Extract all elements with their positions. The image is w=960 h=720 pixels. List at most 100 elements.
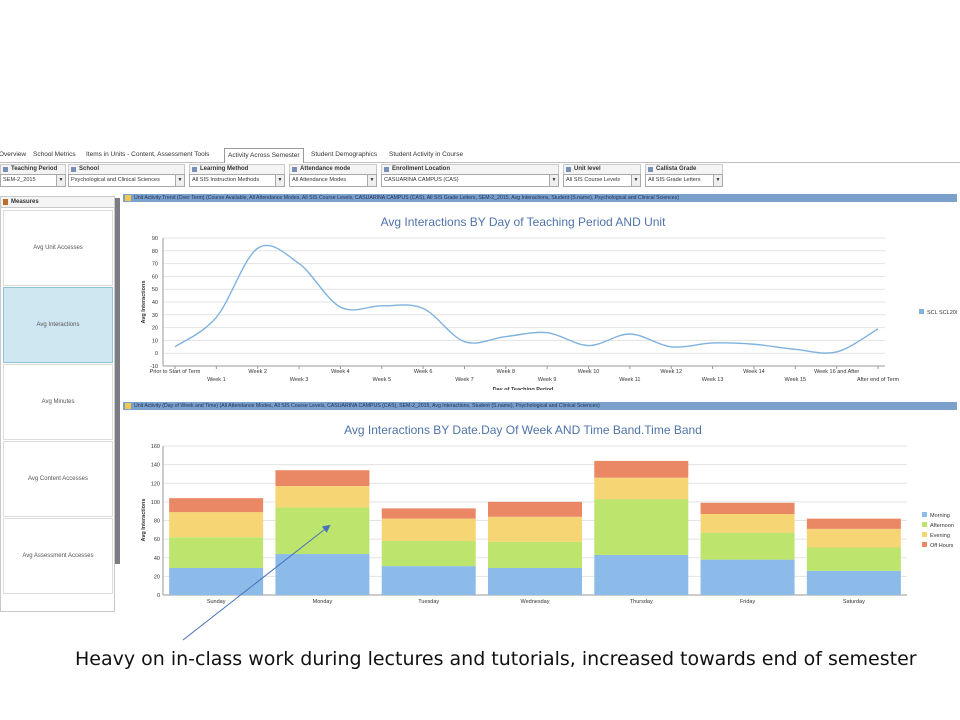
chevron-down-icon[interactable]: ▼ xyxy=(713,175,722,186)
measure-avg-unit-accesses[interactable]: Avg Unit Accesses xyxy=(3,210,113,286)
x-tick-label: Week 7 xyxy=(455,377,474,383)
tab-school-metrics[interactable]: School Metrics xyxy=(33,151,76,158)
select-value: All SIS Grade Letters xyxy=(648,177,701,183)
bar-segment xyxy=(381,566,476,595)
filter-label: Unit level xyxy=(574,166,601,172)
trend-panel-titlebar: Unit Activity Trend (Over Term) (Course … xyxy=(123,194,957,202)
measures-header: Measures xyxy=(1,197,114,208)
bar-segment xyxy=(169,512,264,538)
school-select[interactable]: Psychological and Clinical Sciences ▼ xyxy=(68,174,185,187)
select-value: All SIS Course Levels xyxy=(566,177,621,183)
x-tick-label: Week 9 xyxy=(538,377,557,383)
tab-items-in-units[interactable]: Items in Units - Content, Assessment Too… xyxy=(86,151,210,158)
chevron-down-icon[interactable]: ▼ xyxy=(631,175,640,186)
bar-segment xyxy=(169,498,264,513)
y-tick-label: 60 xyxy=(154,537,160,543)
bar-segment xyxy=(488,541,582,568)
tab-bar: Overview School Metrics Items in Units -… xyxy=(0,148,960,163)
measure-avg-content-accesses[interactable]: Avg Content Accesses xyxy=(3,441,113,517)
bar-segment xyxy=(488,567,582,595)
y-tick-label: 80 xyxy=(154,519,160,525)
x-tick-label: Wednesday xyxy=(521,599,550,605)
tab-overview[interactable]: Overview xyxy=(0,151,27,158)
filter-enrollment-location: Enrollment Location CASUARINA CAMPUS (CA… xyxy=(381,164,559,187)
x-tick-label: Week 13 xyxy=(702,377,724,383)
select-value: All Attendance Modes xyxy=(292,177,347,183)
dashboard: Overview School Metrics Items in Units -… xyxy=(0,146,960,618)
bar-segment xyxy=(700,559,795,595)
teaching-period-select[interactable]: SEM-2_2015 ▼ xyxy=(0,174,66,187)
select-value: CASUARINA CAMPUS (CAS) xyxy=(384,177,459,183)
bar-segment xyxy=(381,508,476,519)
x-tick-label: After end of Term xyxy=(857,377,900,383)
y-tick-label: 0 xyxy=(157,593,160,599)
chevron-down-icon[interactable]: ▼ xyxy=(549,175,558,186)
chevron-down-icon[interactable]: ▼ xyxy=(367,175,376,186)
filter-callista-grade: Callista Grade All SIS Grade Letters ▼ xyxy=(645,164,723,187)
slide-caption: Heavy on in-class work during lectures a… xyxy=(75,648,917,670)
measure-avg-minutes[interactable]: Avg Minutes xyxy=(3,364,113,440)
tab-student-demographics[interactable]: Student Demographics xyxy=(311,151,378,158)
y-tick-label: 20 xyxy=(154,574,160,580)
filter-icon xyxy=(648,167,653,172)
legend-label: Afternoon xyxy=(930,523,954,529)
stacked-bar-chart: Avg Interactions BY Date.Day Of Week AND… xyxy=(141,423,954,618)
x-tick-label: Week 16 and After xyxy=(814,369,859,375)
enrollment-location-select[interactable]: CASUARINA CAMPUS (CAS) ▼ xyxy=(381,174,559,187)
y-tick-label: 0 xyxy=(155,351,158,357)
x-tick-label: Tuesday xyxy=(418,599,439,605)
filter-label: Callista Grade xyxy=(656,166,697,172)
y-tick-label: 90 xyxy=(152,236,158,242)
chevron-down-icon[interactable]: ▼ xyxy=(275,175,284,186)
measure-avg-assessment-accesses[interactable]: Avg Assessment Accesses xyxy=(3,518,113,594)
bar-segment xyxy=(275,486,370,508)
chart-icon xyxy=(125,195,131,201)
y-tick-label: 100 xyxy=(151,500,160,506)
x-tick-label: Week 3 xyxy=(290,377,309,383)
select-value: All SIS Instruction Methods xyxy=(192,177,260,183)
bar-segment xyxy=(488,501,582,517)
filter-icon xyxy=(3,167,8,172)
tab-activity-across-semester[interactable]: Activity Across Semester xyxy=(224,148,304,163)
line-chart: Avg Interactions BY Day of Teaching Peri… xyxy=(141,215,959,393)
select-value: Psychological and Clinical Sciences xyxy=(71,177,160,183)
tab-student-activity-in-course[interactable]: Student Activity in Course xyxy=(389,151,464,158)
chevron-down-icon[interactable]: ▼ xyxy=(175,175,184,186)
bar-segment xyxy=(488,516,582,542)
filter-unit-level: Unit level All SIS Course Levels ▼ xyxy=(563,164,641,187)
bar-segment xyxy=(594,460,689,478)
x-axis-label: Day of Teaching Period xyxy=(493,387,554,390)
bar-segment xyxy=(700,532,795,560)
unit-level-select[interactable]: All SIS Course Levels ▼ xyxy=(563,174,641,187)
x-tick-label: Prior to Start of Term xyxy=(150,369,201,375)
filter-icon xyxy=(384,167,389,172)
attendance-mode-select[interactable]: All Attendance Modes ▼ xyxy=(289,174,377,187)
dow-panel: Unit Activity (Day of Week and Time) (Al… xyxy=(123,402,957,618)
filter-label: Learning Method xyxy=(200,166,249,172)
filter-icon xyxy=(71,167,76,172)
legend-swatch xyxy=(919,309,924,314)
panel-splitter[interactable] xyxy=(115,198,120,564)
bar-segment xyxy=(594,554,689,595)
chevron-down-icon[interactable]: ▼ xyxy=(56,175,65,186)
filter-teaching-period: Teaching Period SEM-2_2015 ▼ xyxy=(0,164,66,187)
bar-segment xyxy=(275,507,370,555)
y-tick-label: 30 xyxy=(152,313,158,319)
y-tick-label: 120 xyxy=(151,481,160,487)
y-tick-label: 140 xyxy=(151,463,160,469)
filter-label: School xyxy=(79,166,100,172)
x-tick-label: Week 2 xyxy=(248,369,267,375)
filter-icon xyxy=(192,167,197,172)
learning-method-select[interactable]: All SIS Instruction Methods ▼ xyxy=(189,174,285,187)
measure-avg-interactions[interactable]: Avg Interactions xyxy=(3,287,113,363)
legend-label: Morning xyxy=(930,513,950,519)
bar-segment xyxy=(169,537,264,568)
legend-swatch xyxy=(922,522,927,527)
bar-segment xyxy=(806,528,901,548)
filter-learning-method: Learning Method All SIS Instruction Meth… xyxy=(189,164,285,187)
filter-icon xyxy=(566,167,571,172)
measures-title: Measures xyxy=(11,199,39,205)
callista-grade-select[interactable]: All SIS Grade Letters ▼ xyxy=(645,174,723,187)
bar-segment xyxy=(275,554,370,595)
bar-segment xyxy=(806,547,901,571)
